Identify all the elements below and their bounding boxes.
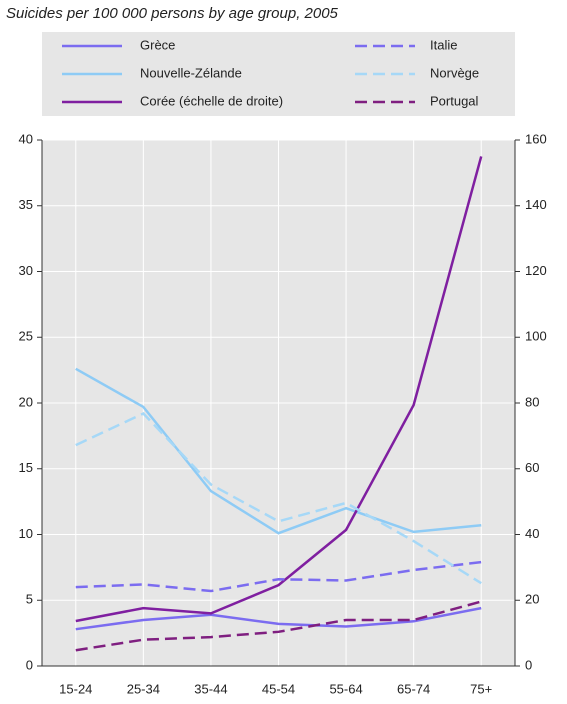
y2-tick-label: 120 xyxy=(525,263,547,278)
x-tick-label: 15-24 xyxy=(59,681,92,696)
y2-tick-label: 140 xyxy=(525,197,547,212)
y2-tick-label: 20 xyxy=(525,592,539,607)
y2-tick-label: 80 xyxy=(525,394,539,409)
x-tick-label: 35-44 xyxy=(194,681,227,696)
legend-label: Norvège xyxy=(430,65,479,80)
y-tick-label: 0 xyxy=(26,657,33,672)
y-tick-label: 40 xyxy=(19,131,33,146)
y2-tick-label: 100 xyxy=(525,329,547,344)
x-tick-label: 45-54 xyxy=(262,681,295,696)
legend-label: Italie xyxy=(430,37,457,52)
y-tick-label: 25 xyxy=(19,329,33,344)
x-tick-label: 65-74 xyxy=(397,681,430,696)
x-tick-label: 75+ xyxy=(470,681,492,696)
y2-tick-label: 160 xyxy=(525,131,547,146)
series-line xyxy=(75,606,482,631)
y-tick-label: 5 xyxy=(26,592,33,607)
y2-tick-label: 0 xyxy=(525,657,532,672)
y-tick-label: 35 xyxy=(19,197,33,212)
series-line xyxy=(75,560,482,593)
legend-label: Corée (échelle de droite) xyxy=(140,93,283,108)
series-line xyxy=(75,156,483,623)
x-tick-label: 55-64 xyxy=(329,681,362,696)
x-tick-label: 25-34 xyxy=(127,681,160,696)
y2-tick-label: 40 xyxy=(525,526,539,541)
legend-label: Grèce xyxy=(140,37,175,52)
legend-label: Nouvelle-Zélande xyxy=(140,65,242,80)
series-line xyxy=(75,367,482,535)
chart-title: Suicides per 100 000 persons by age grou… xyxy=(6,5,339,22)
series-line xyxy=(75,600,482,652)
y-tick-label: 30 xyxy=(19,263,33,278)
legend-label: Portugal xyxy=(430,93,479,108)
y-tick-label: 15 xyxy=(19,460,33,475)
series-line xyxy=(75,412,482,585)
y2-tick-label: 60 xyxy=(525,460,539,475)
y-tick-label: 20 xyxy=(19,394,33,409)
y-tick-label: 10 xyxy=(19,526,33,541)
